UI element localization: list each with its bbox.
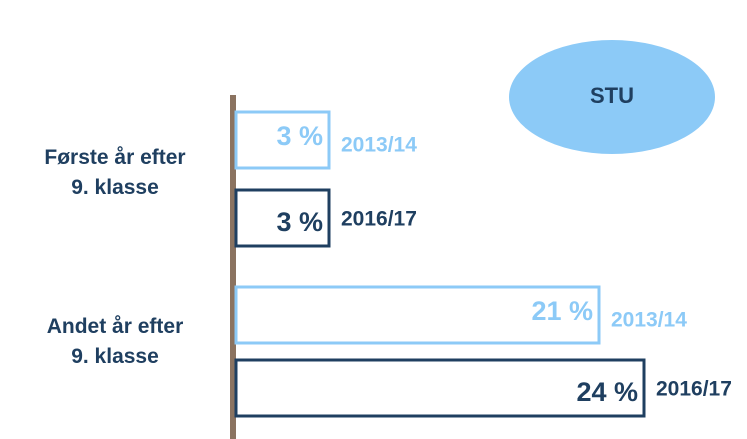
- bar: [234, 285, 601, 345]
- value-label: 3 %: [276, 207, 323, 237]
- series-label: 2016/17: [656, 378, 732, 401]
- bar: [234, 358, 646, 418]
- value-label: 21 %: [531, 296, 593, 326]
- value-label: 24 %: [576, 377, 638, 407]
- bar: [234, 110, 331, 170]
- category-label: Første år efter 9. klasse: [44, 146, 186, 199]
- series-label: 2013/14: [611, 309, 687, 332]
- series-label: 2013/14: [341, 134, 417, 157]
- value-label: 3 %: [276, 121, 323, 151]
- series-label: 2016/17: [341, 208, 417, 231]
- title-ellipse: [509, 40, 715, 154]
- category-label: Andet år efter 9. klasse: [46, 315, 184, 368]
- chart-title: STU: [590, 83, 634, 108]
- bar: [234, 188, 331, 248]
